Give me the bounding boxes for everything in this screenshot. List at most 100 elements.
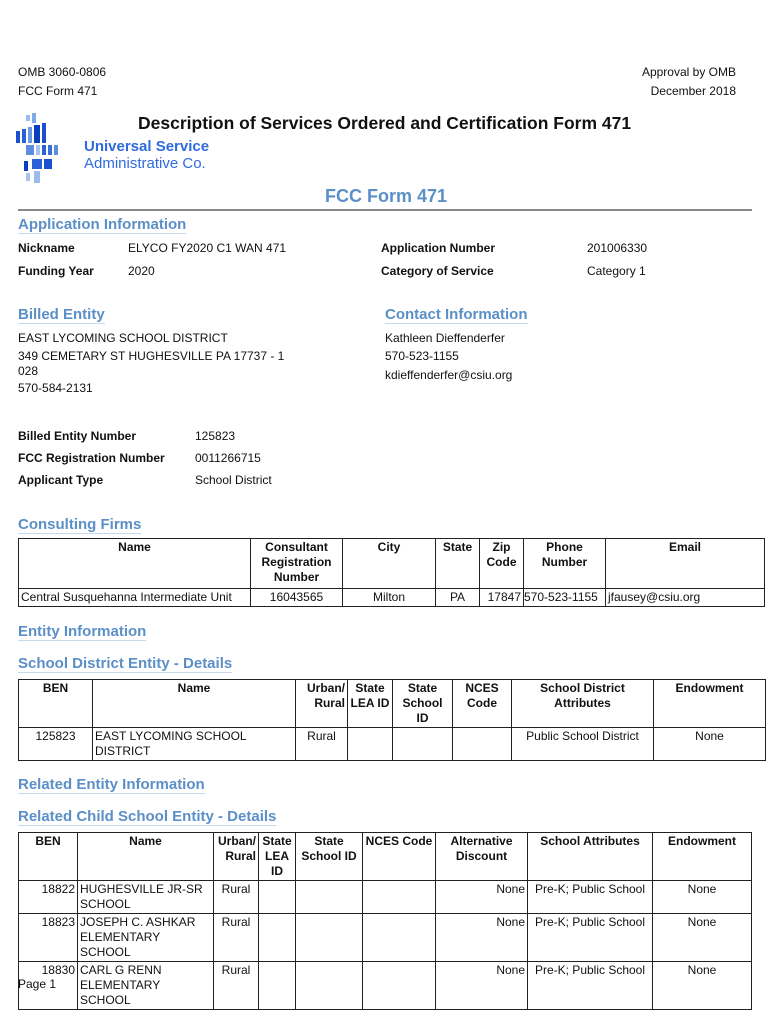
cell: CARL G RENN ELEMENTARY SCHOOL: [77, 961, 214, 1010]
district-table: BEN Name Urban/ Rural State LEA ID State Sch…: [18, 679, 766, 761]
col-nces: NCES Code: [362, 832, 436, 881]
omb-number: OMB 3060-0806: [18, 65, 107, 79]
billed-name: EAST LYCOMING SCHOOL DISTRICT: [18, 331, 228, 345]
applicant-type-label: Applicant Type: [18, 473, 104, 487]
child-school-table: BEN Name Urban/ Rural State LEA ID State Sch…: [18, 832, 752, 1010]
billed-address-cont: 028: [18, 364, 39, 378]
col-state-lea: State LEA ID: [258, 832, 296, 881]
logo-line2: Administrative Co.: [84, 155, 206, 172]
form-name: FCC Form 471: [18, 84, 98, 98]
cell: EAST LYCOMING SCHOOL DISTRICT: [92, 727, 296, 761]
applicant-type-value: School District: [195, 473, 272, 487]
col-zip: Zip Code: [479, 538, 524, 589]
approval-date: December 2018: [650, 84, 736, 98]
section-consulting: Consulting Firms: [18, 516, 142, 534]
cell: JOSEPH C. ASHKAR ELEMENTARY SCHOOL: [77, 913, 214, 962]
cell: 18822: [18, 880, 78, 914]
col-attributes: School District Attributes: [511, 679, 654, 728]
category-value: Category 1: [587, 264, 646, 278]
cell: [362, 880, 436, 914]
cell: 125823: [18, 727, 93, 761]
section-application: Application Information: [18, 216, 187, 234]
col-school-attributes: School Attributes: [527, 832, 653, 881]
cell: HUGHESVILLE JR-SR SCHOOL: [77, 880, 214, 914]
col-nces: NCES Code: [452, 679, 512, 728]
billed-phone: 570-584-2131: [18, 381, 93, 395]
ben-label: Billed Entity Number: [18, 429, 137, 443]
cell: None: [435, 880, 528, 914]
funding-year-label: Funding Year: [18, 264, 94, 278]
col-name: Name: [92, 679, 296, 728]
col-state: State: [435, 538, 480, 589]
nickname-label: Nickname: [18, 241, 75, 255]
col-email: Email: [605, 538, 765, 589]
cell: jfausey@csiu.org: [605, 588, 765, 607]
cell: [452, 727, 512, 761]
consulting-table: Name Consultant Registration Number City St…: [18, 538, 765, 607]
cell: [295, 880, 363, 914]
col-state-school: State School ID: [392, 679, 453, 728]
section-billed-entity: Billed Entity: [18, 306, 105, 324]
table-row: 18822 HUGHESVILLE JR-SR SCHOOL Rural None Pr…: [18, 880, 752, 914]
category-label: Category of Service: [381, 264, 494, 278]
app-number-label: Application Number: [381, 241, 496, 255]
cell: Pre-K; Public School: [527, 913, 653, 962]
col-name: Name: [77, 832, 214, 881]
table-row: 18830 CARL G RENN ELEMENTARY SCHOOL Rural N…: [18, 961, 752, 1010]
cell: Rural: [213, 880, 259, 914]
col-ben: BEN: [18, 679, 93, 728]
col-phone: Phone Number: [523, 538, 606, 589]
cell: [362, 961, 436, 1010]
contact-email: kdieffenderfer@csiu.org: [385, 368, 513, 382]
cell: Rural: [213, 913, 259, 962]
col-endowment: Endowment: [652, 832, 752, 881]
col-ben: BEN: [18, 832, 78, 881]
cell: None: [652, 913, 752, 962]
cell: None: [652, 880, 752, 914]
section-child-details: Related Child School Entity - Details: [18, 808, 277, 826]
section-contact: Contact Information: [385, 306, 528, 324]
frn-value: 0011266715: [195, 451, 261, 465]
ben-value: 125823: [195, 429, 236, 443]
cell: Pre-K; Public School: [527, 961, 653, 1010]
cell: None: [653, 727, 766, 761]
page-title: Description of Services Ordered and Cert…: [138, 113, 632, 133]
cell: None: [652, 961, 752, 1010]
billed-address: 349 CEMETARY ST HUGHESVILLE PA 17737 - 1: [18, 349, 285, 363]
cell: 16043565: [250, 588, 343, 607]
col-state-school: State School ID: [295, 832, 363, 881]
col-registration: Consultant Registration Number: [250, 538, 343, 589]
cell: [295, 913, 363, 962]
funding-year-value: 2020: [128, 264, 155, 278]
logo-line1: Universal Service: [84, 138, 210, 155]
cell: Pre-K; Public School: [527, 880, 653, 914]
table-row: Central Susquehanna Intermediate Unit 160…: [18, 588, 765, 607]
cell: [347, 727, 393, 761]
cell: Rural: [295, 727, 348, 761]
cell: [258, 961, 296, 1010]
section-district-details: School District Entity - Details: [18, 655, 233, 673]
cell: [362, 913, 436, 962]
col-urban-rural: Urban/ Rural: [213, 832, 259, 881]
cell: None: [435, 913, 528, 962]
section-related: Related Entity Information: [18, 776, 205, 794]
col-endowment: Endowment: [653, 679, 766, 728]
cell: 18830: [18, 961, 78, 1010]
cell: None: [435, 961, 528, 1010]
nickname-value: ELYCO FY2020 C1 WAN 471: [128, 241, 287, 255]
cell: [392, 727, 453, 761]
approval: Approval by OMB: [641, 65, 736, 79]
contact-name: Kathleen Dieffenderfer: [385, 331, 505, 345]
table-row: 18823 JOSEPH C. ASHKAR ELEMENTARY SCHOOL R…: [18, 913, 752, 962]
cell: 570-523-1155: [523, 588, 606, 607]
cell: 17847: [479, 588, 524, 607]
divider: [18, 209, 752, 211]
form-subtitle: FCC Form 471: [325, 186, 448, 206]
cell: Public School District: [511, 727, 654, 761]
cell: 18823: [18, 913, 78, 962]
cell: [258, 913, 296, 962]
table-header: BEN Name Urban/ Rural State LEA ID State Sch…: [18, 832, 752, 881]
col-state-lea: State LEA ID: [347, 679, 393, 728]
frn-label: FCC Registration Number: [18, 451, 165, 465]
